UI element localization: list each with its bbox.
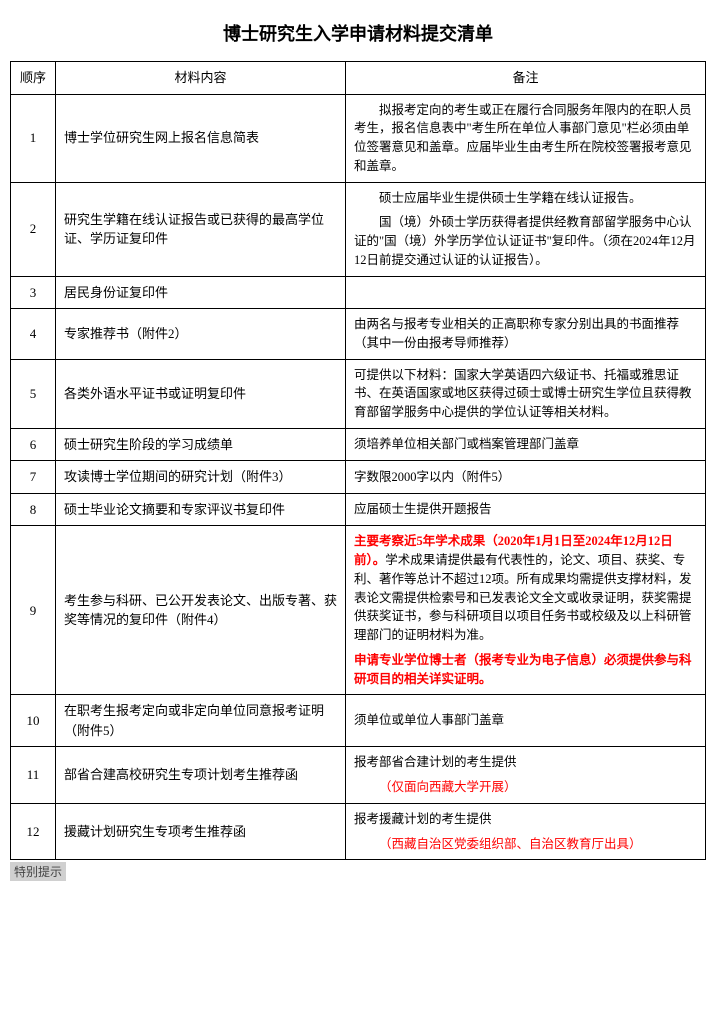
content-cell: 攻读博士学位期间的研究计划（附件3） xyxy=(56,461,346,494)
seq-cell: 2 xyxy=(11,182,56,276)
seq-cell: 11 xyxy=(11,747,56,804)
content-cell: 硕士毕业论文摘要和专家评议书复印件 xyxy=(56,493,346,526)
materials-table: 顺序 材料内容 备注 1 博士学位研究生网上报名信息简表 拟报考定向的考生或正在… xyxy=(10,61,706,860)
remark-cell: 报考部省合建计划的考生提供 （仅面向西藏大学开展） xyxy=(346,747,706,804)
remark-cell: 拟报考定向的考生或正在履行合同服务年限内的在职人员考生，报名信息表中"考生所在单… xyxy=(346,94,706,182)
seq-cell: 9 xyxy=(11,526,56,695)
table-row: 9 考生参与科研、已公开发表论文、出版专著、获奖等情况的复印件（附件4） 主要考… xyxy=(11,526,706,695)
seq-cell: 12 xyxy=(11,803,56,860)
remark-para: 硕士应届毕业生提供硕士生学籍在线认证报告。 xyxy=(354,189,697,208)
content-cell: 部省合建高校研究生专项计划考生推荐函 xyxy=(56,747,346,804)
table-row: 4 专家推荐书（附件2） 由两名与报考专业相关的正高职称专家分别出具的书面推荐（… xyxy=(11,309,706,360)
table-row: 2 研究生学籍在线认证报告或已获得的最高学位证、学历证复印件 硕士应届毕业生提供… xyxy=(11,182,706,276)
table-row: 6 硕士研究生阶段的学习成绩单 须培养单位相关部门或档案管理部门盖章 xyxy=(11,428,706,461)
highlight-text: （西藏自治区党委组织部、自治区教育厅出具） xyxy=(354,835,697,854)
footer-fragment: 特别提示 xyxy=(10,862,66,881)
content-cell: 居民身份证复印件 xyxy=(56,276,346,309)
remark-cell: 可提供以下材料：国家大学英语四六级证书、托福或雅思证书、在英语国家或地区获得过硕… xyxy=(346,359,706,428)
remark-cell xyxy=(346,276,706,309)
table-row: 12 援藏计划研究生专项考生推荐函 报考援藏计划的考生提供 （西藏自治区党委组织… xyxy=(11,803,706,860)
page-title: 博士研究生入学申请材料提交清单 xyxy=(10,20,706,46)
content-cell: 援藏计划研究生专项考生推荐函 xyxy=(56,803,346,860)
table-header-row: 顺序 材料内容 备注 xyxy=(11,62,706,95)
seq-cell: 5 xyxy=(11,359,56,428)
highlight-text: （仅面向西藏大学开展） xyxy=(354,778,697,797)
remark-cell: 主要考察近5年学术成果（2020年1月1日至2024年12月12日前）。学术成果… xyxy=(346,526,706,695)
remark-text: 学术成果请提供最有代表性的，论文、项目、获奖、专利、著作等总计不超过12项。所有… xyxy=(354,553,692,642)
remark-para: 主要考察近5年学术成果（2020年1月1日至2024年12月12日前）。学术成果… xyxy=(354,532,697,645)
seq-cell: 7 xyxy=(11,461,56,494)
col-seq: 顺序 xyxy=(11,62,56,95)
table-row: 7 攻读博士学位期间的研究计划（附件3） 字数限2000字以内（附件5） xyxy=(11,461,706,494)
remark-cell: 须培养单位相关部门或档案管理部门盖章 xyxy=(346,428,706,461)
remark-para: 报考援藏计划的考生提供 xyxy=(354,810,697,829)
remark-cell: 须单位或单位人事部门盖章 xyxy=(346,695,706,747)
remark-cell: 由两名与报考专业相关的正高职称专家分别出具的书面推荐（其中一份由报考导师推荐） xyxy=(346,309,706,360)
col-content: 材料内容 xyxy=(56,62,346,95)
content-cell: 硕士研究生阶段的学习成绩单 xyxy=(56,428,346,461)
remark-cell: 字数限2000字以内（附件5） xyxy=(346,461,706,494)
content-cell: 各类外语水平证书或证明复印件 xyxy=(56,359,346,428)
content-cell: 专家推荐书（附件2） xyxy=(56,309,346,360)
content-cell: 考生参与科研、已公开发表论文、出版专著、获奖等情况的复印件（附件4） xyxy=(56,526,346,695)
seq-cell: 1 xyxy=(11,94,56,182)
remark-para: 报考部省合建计划的考生提供 xyxy=(354,753,697,772)
col-remark: 备注 xyxy=(346,62,706,95)
content-cell: 博士学位研究生网上报名信息简表 xyxy=(56,94,346,182)
table-row: 5 各类外语水平证书或证明复印件 可提供以下材料：国家大学英语四六级证书、托福或… xyxy=(11,359,706,428)
table-row: 11 部省合建高校研究生专项计划考生推荐函 报考部省合建计划的考生提供 （仅面向… xyxy=(11,747,706,804)
content-cell: 在职考生报考定向或非定向单位同意报考证明（附件5） xyxy=(56,695,346,747)
seq-cell: 4 xyxy=(11,309,56,360)
table-row: 1 博士学位研究生网上报名信息简表 拟报考定向的考生或正在履行合同服务年限内的在… xyxy=(11,94,706,182)
table-row: 3 居民身份证复印件 xyxy=(11,276,706,309)
remark-para: 国（境）外硕士学历获得者提供经教育部留学服务中心认证的"国（境）外学历学位认证证… xyxy=(354,215,695,267)
seq-cell: 8 xyxy=(11,493,56,526)
seq-cell: 3 xyxy=(11,276,56,309)
remark-cell: 报考援藏计划的考生提供 （西藏自治区党委组织部、自治区教育厅出具） xyxy=(346,803,706,860)
table-row: 8 硕士毕业论文摘要和专家评议书复印件 应届硕士生提供开题报告 xyxy=(11,493,706,526)
table-row: 10 在职考生报考定向或非定向单位同意报考证明（附件5） 须单位或单位人事部门盖… xyxy=(11,695,706,747)
content-cell: 研究生学籍在线认证报告或已获得的最高学位证、学历证复印件 xyxy=(56,182,346,276)
remark-cell: 硕士应届毕业生提供硕士生学籍在线认证报告。 国（境）外硕士学历获得者提供经教育部… xyxy=(346,182,706,276)
remark-cell: 应届硕士生提供开题报告 xyxy=(346,493,706,526)
seq-cell: 10 xyxy=(11,695,56,747)
seq-cell: 6 xyxy=(11,428,56,461)
highlight-text: 申请专业学位博士者（报考专业为电子信息）必须提供参与科研项目的相关详实证明。 xyxy=(354,653,692,686)
